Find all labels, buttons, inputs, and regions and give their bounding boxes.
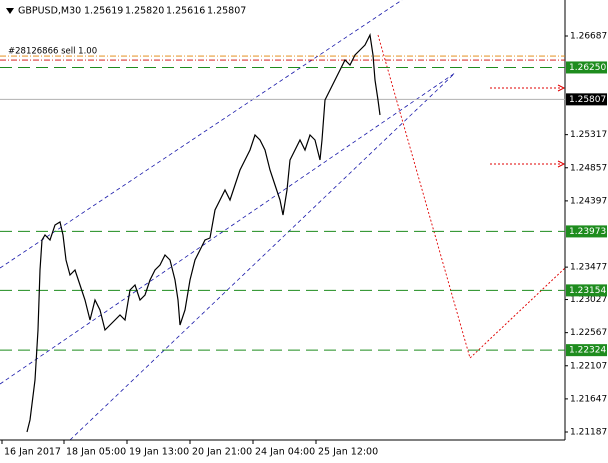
ohlc-high: 1.25820 bbox=[125, 6, 164, 17]
current-price-box bbox=[566, 93, 607, 106]
channel bbox=[0, 0, 456, 441]
level-box bbox=[566, 344, 607, 357]
arrow-heads bbox=[557, 84, 566, 168]
y-tick-label: 1.21187 bbox=[570, 428, 607, 438]
y-tick-label: 1.26687 bbox=[570, 32, 607, 42]
y-tick-label: 1.22107 bbox=[570, 361, 607, 371]
ohlc-close: 1.25807 bbox=[207, 6, 246, 17]
y-tick-label: 1.23477 bbox=[570, 263, 607, 273]
ohlc-low: 1.25616 bbox=[166, 6, 205, 17]
x-tick-label: 19 Jan 13:00 bbox=[129, 447, 189, 458]
current-price-label: 1.25807 bbox=[569, 95, 606, 105]
x-tick-label: 20 Jan 21:00 bbox=[192, 447, 252, 458]
y-tick-label: 1.24857 bbox=[570, 163, 607, 173]
level-box bbox=[566, 284, 607, 297]
level-label: 1.23973 bbox=[569, 227, 606, 237]
level-box bbox=[566, 225, 607, 238]
level-box bbox=[566, 61, 607, 74]
symbol: GBPUSD,M30 bbox=[18, 6, 81, 17]
channel-line bbox=[0, 72, 456, 385]
level-label: 1.22324 bbox=[569, 346, 606, 356]
level-label: 1.26250 bbox=[569, 63, 606, 73]
channel-line bbox=[0, 0, 403, 269]
symbol-icon bbox=[6, 8, 14, 14]
level-label: 1.23154 bbox=[569, 286, 606, 296]
y-tick-label: 1.24397 bbox=[570, 196, 607, 206]
channel-line bbox=[69, 72, 456, 441]
x-tick-label: 24 Jan 04:00 bbox=[255, 447, 315, 458]
y-tick-label: 1.23027 bbox=[570, 295, 607, 305]
order-label: #28126866 sell 1.00 bbox=[8, 47, 97, 57]
x-tick-label: 16 Jan 2017 bbox=[4, 447, 61, 458]
y-tick-label: 1.21647 bbox=[570, 394, 607, 404]
x-tick-label: 18 Jan 05:00 bbox=[66, 447, 126, 458]
projection bbox=[377, 34, 566, 359]
x-tick-label: 25 Jan 12:00 bbox=[318, 447, 378, 458]
price-line bbox=[26, 33, 381, 433]
y-tick-label: 1.22567 bbox=[570, 328, 607, 338]
y-tick-label: 1.25317 bbox=[570, 130, 607, 140]
ohlc-open: 1.25619 bbox=[84, 6, 123, 17]
